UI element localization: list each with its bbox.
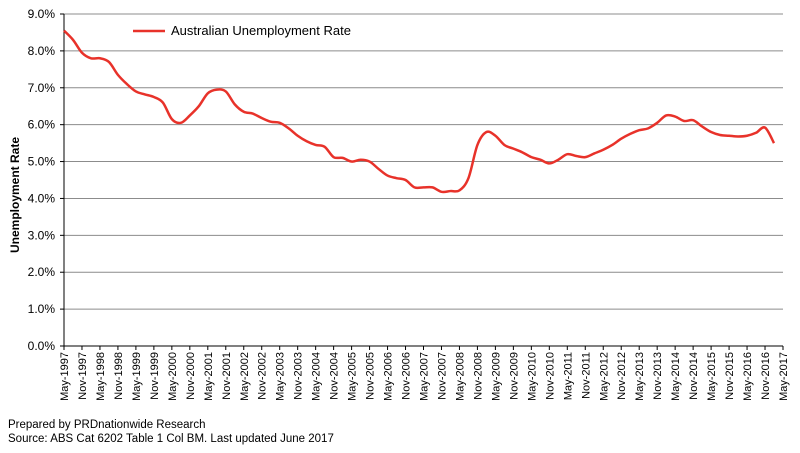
- x-tick-label: May-1999: [131, 352, 143, 401]
- legend-label: Australian Unemployment Rate: [171, 23, 351, 38]
- x-tick-label: Nov-2006: [401, 352, 413, 400]
- x-tick-label: Nov-2002: [257, 352, 269, 400]
- x-tick-label: May-2010: [526, 352, 538, 401]
- line-chart: 0.0% 1.0% 2.0% 3.0% 4.0% 5.0% 6.0% 7.0% 8.0% 9.0%…: [8, 7, 790, 401]
- x-tick-label: May-2017: [778, 352, 790, 401]
- x-tick-label: Nov-2016: [760, 352, 772, 400]
- x-tick-label: May-2008: [454, 352, 466, 401]
- x-tick-label: Nov-2000: [185, 352, 197, 400]
- x-tick-label: Nov-2010: [544, 352, 556, 400]
- x-tick-label: May-1997: [59, 352, 71, 401]
- x-tick-label: Nov-2014: [688, 352, 700, 400]
- x-tick-label: May-2001: [203, 352, 215, 401]
- x-tick-label: May-2015: [706, 352, 718, 401]
- footer-source: Source: ABS Cat 6202 Table 1 Col BM. Las…: [8, 433, 334, 445]
- y-tick-label: 6.0%: [28, 118, 56, 132]
- y-tick-label: 8.0%: [28, 44, 56, 58]
- footer-prepared-by: Prepared by PRDnationwide Research: [8, 419, 206, 431]
- x-tick-label: May-2011: [562, 352, 574, 400]
- x-tick-label: May-2004: [311, 352, 323, 401]
- x-tick-label: May-2013: [634, 352, 646, 401]
- y-tick-label: 0.0%: [28, 339, 56, 353]
- x-tick-label: Nov-2013: [652, 352, 664, 400]
- x-tick-label: May-2009: [490, 352, 502, 401]
- y-tick-label: 1.0%: [28, 302, 56, 316]
- x-tick-label: May-2003: [275, 352, 287, 401]
- x-tick-label: Nov-1997: [77, 352, 89, 400]
- y-axis-ticks: 0.0% 1.0% 2.0% 3.0% 4.0% 5.0% 6.0% 7.0% 8.0% 9.0%: [28, 7, 64, 353]
- series-line: [63, 29, 776, 194]
- y-tick-label: 2.0%: [28, 265, 56, 279]
- x-tick-label: May-2000: [167, 352, 179, 401]
- legend: Australian Unemployment Rate: [133, 23, 351, 38]
- x-tick-label: Nov-2009: [508, 352, 520, 400]
- x-tick-label: Nov-1999: [149, 352, 161, 400]
- y-tick-label: 9.0%: [28, 7, 56, 21]
- x-tick-label: May-1998: [95, 352, 107, 401]
- x-axis: May-1997 Nov-1997 May-1998 Nov-1998 May-1999…: [59, 14, 790, 401]
- x-tick-label: May-2006: [383, 352, 395, 401]
- x-tick-label: May-2014: [670, 352, 682, 401]
- x-tick-label: May-2005: [347, 352, 359, 401]
- y-tick-label: 4.0%: [28, 191, 56, 205]
- x-tick-label: Nov-1998: [113, 352, 125, 400]
- x-tick-label: Nov-2008: [472, 352, 484, 400]
- x-tick-label: Nov-2005: [365, 352, 377, 400]
- x-tick-label: Nov-2011: [580, 352, 592, 399]
- x-tick-label: Nov-2007: [436, 352, 448, 400]
- y-tick-label: 5.0%: [28, 155, 56, 169]
- x-tick-label: May-2007: [419, 352, 431, 401]
- y-tick-label: 7.0%: [28, 81, 56, 95]
- x-tick-label: Nov-2001: [221, 352, 233, 400]
- x-tick-label: May-2016: [742, 352, 754, 401]
- x-tick-label: Nov-2004: [329, 352, 341, 400]
- gridlines: [64, 13, 783, 310]
- x-tick-label: May-2002: [239, 352, 251, 401]
- x-tick-label: May-2012: [598, 352, 610, 401]
- y-tick-label: 3.0%: [28, 228, 56, 242]
- x-tick-label: Nov-2012: [616, 352, 628, 400]
- x-tick-label: Nov-2015: [724, 352, 736, 400]
- y-axis-label: Unemployment Rate: [8, 137, 22, 253]
- x-tick-label: Nov-2003: [293, 352, 305, 400]
- series-layer: [63, 29, 776, 194]
